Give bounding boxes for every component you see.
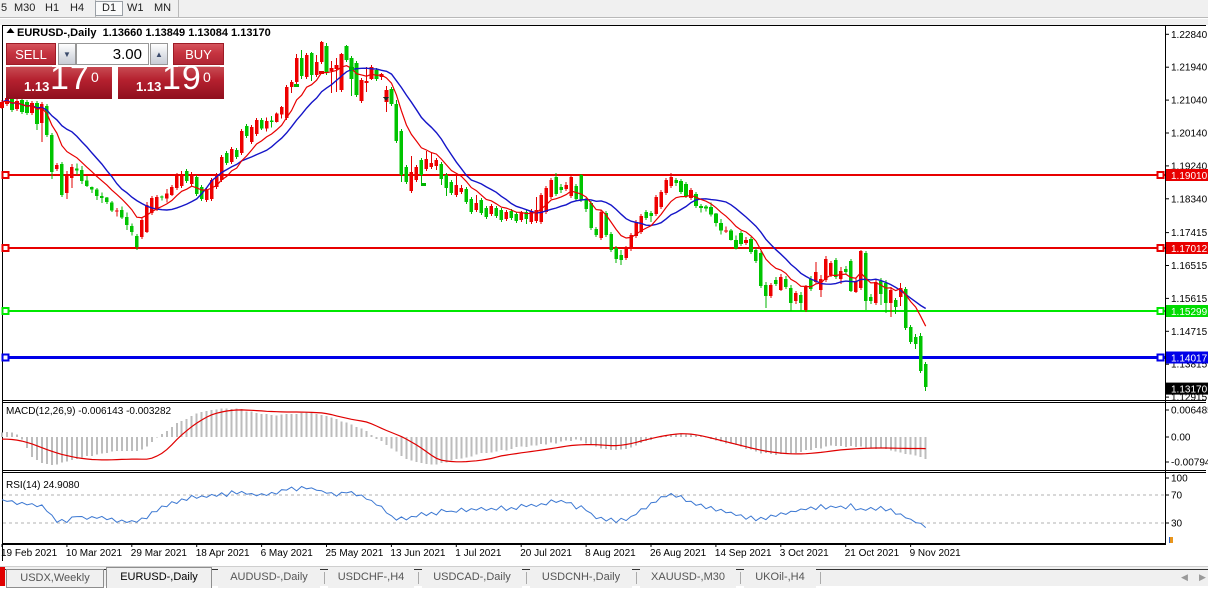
svg-text:18 Apr 2021: 18 Apr 2021 [196,548,250,559]
svg-text:EURUSD-,Daily 1.13660 1.13849: EURUSD-,Daily 1.13660 1.13849 1.13084 1.… [17,27,271,39]
svg-text:6 May 2021: 6 May 2021 [261,548,314,559]
svg-text:1 Jul 2021: 1 Jul 2021 [455,548,502,559]
svg-text:1.15615: 1.15615 [1171,294,1208,305]
svg-text:29 Mar 2021: 29 Mar 2021 [131,548,188,559]
svg-text:19 Feb 2021: 19 Feb 2021 [1,548,58,559]
svg-text:0.006485: 0.006485 [1171,406,1208,417]
svg-text:1.15299: 1.15299 [1171,307,1208,318]
svg-text:14 Sep 2021: 14 Sep 2021 [715,548,772,559]
svg-text:10 Mar 2021: 10 Mar 2021 [66,548,123,559]
svg-text:1.19010: 1.19010 [1171,171,1208,182]
svg-text:1.17415: 1.17415 [1171,228,1208,239]
svg-text:1.19240: 1.19240 [1171,161,1208,172]
svg-text:MACD(12,26,9) -0.006143 -0.003: MACD(12,26,9) -0.006143 -0.003282 [6,406,172,417]
svg-text:21 Oct 2021: 21 Oct 2021 [845,548,900,559]
svg-text:1.16515: 1.16515 [1171,261,1208,272]
svg-text:1.20140: 1.20140 [1171,129,1208,140]
svg-text:RSI(14) 24.9080: RSI(14) 24.9080 [6,480,80,491]
svg-text:20 Jul 2021: 20 Jul 2021 [520,548,572,559]
svg-text:1.14017: 1.14017 [1171,354,1208,365]
svg-text:1.17012: 1.17012 [1171,244,1208,255]
svg-text:30: 30 [1171,519,1183,530]
svg-text:3 Oct 2021: 3 Oct 2021 [780,548,829,559]
svg-text:25 May 2021: 25 May 2021 [326,548,384,559]
svg-text:-0.007947: -0.007947 [1171,458,1208,469]
svg-text:1.13170: 1.13170 [1171,385,1208,396]
svg-text:100: 100 [1171,474,1188,485]
svg-text:70: 70 [1171,491,1183,502]
svg-text:1.12915: 1.12915 [1171,393,1208,404]
svg-text:1.21040: 1.21040 [1171,96,1208,107]
svg-text:0.00: 0.00 [1171,433,1191,444]
svg-text:8 Aug 2021: 8 Aug 2021 [585,548,636,559]
svg-text:26 Aug 2021: 26 Aug 2021 [650,548,707,559]
svg-text:1.14715: 1.14715 [1171,327,1208,338]
svg-text:1.13815: 1.13815 [1171,360,1208,371]
svg-text:1.22840: 1.22840 [1171,30,1208,41]
svg-text:9 Nov 2021: 9 Nov 2021 [910,548,962,559]
svg-text:1.18340: 1.18340 [1171,194,1208,205]
svg-text:1.21940: 1.21940 [1171,63,1208,74]
svg-text:13 Jun 2021: 13 Jun 2021 [390,548,445,559]
